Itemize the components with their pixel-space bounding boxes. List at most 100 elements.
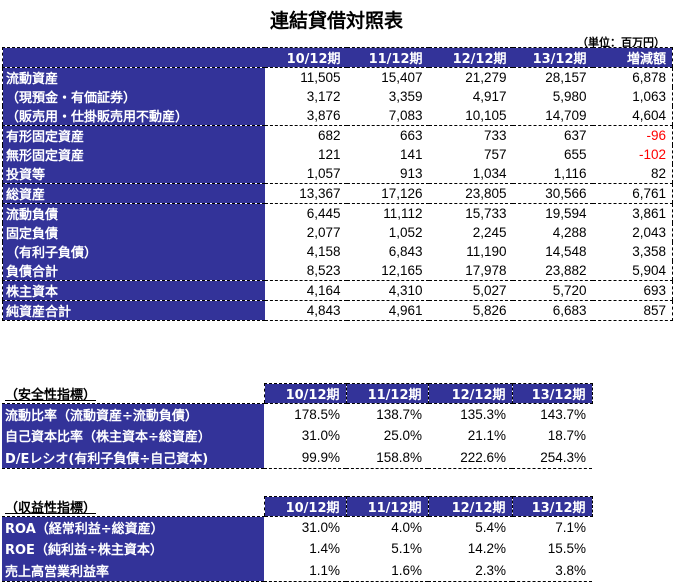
header-row: （安全性指標） 10/12期 11/12期 12/12期 13/12期 [2,383,593,404]
value-cell: 21.1% [467,428,506,444]
profitability-indicators-table: （収益性指標） 10/12期 11/12期 12/12期 13/12期 ROA（経常利益… [2,496,593,582]
value-cell: 14,548 [545,244,587,259]
value-cell: 14.2% [467,541,506,557]
value-cell: 2,043 [632,225,666,240]
column-header: 12/12期 [427,383,513,404]
row-label: D/Eレシオ(有利子負債÷自己資本) [2,446,264,469]
value-cell: 6,445 [264,203,347,223]
value-cell: 1,052 [388,225,423,240]
value-cell: 30,566 [512,183,593,204]
value-cell: 141 [399,147,423,162]
value-cell: -102 [638,147,666,162]
table-row: 有形固定資産 682 663 733 637 -96 [2,125,673,145]
column-header: 11/12期 [345,496,429,517]
value-cell: 19,594 [512,203,593,223]
value-cell: 178.5% [294,407,340,422]
column-header: 増減額 [592,47,673,68]
value-cell: 3,172 [306,89,341,104]
table-row: 総資産 13,367 17,126 23,805 30,566 6,761 [2,183,673,204]
value-cell: 25.0% [383,428,422,444]
column-header: 12/12期 [427,496,513,517]
value-cell: 6,761 [592,183,673,204]
value-cell: 5,980 [552,89,587,104]
table-row: （現預金・有価証券） 3,172 3,359 4,917 5,980 1,063 [2,87,673,106]
value-cell: 2.3% [428,559,512,582]
row-label: （現預金・有価証券） [2,87,265,106]
value-cell: 682 [264,125,347,145]
value-cell: 637 [512,125,593,145]
value-cell: 5.4% [475,520,506,535]
value-cell: 4,288 [552,225,587,240]
table-row: （販売用・仕掛販売用不動産） 3,876 7,083 10,105 14,709 4,60… [2,106,673,126]
column-header: 13/12期 [511,383,593,404]
value-cell: 3,861 [592,203,673,223]
value-cell: 693 [592,280,673,301]
value-cell: 4,310 [346,280,429,301]
column-header: 13/12期 [511,496,593,517]
value-cell: 4,843 [264,300,347,321]
value-cell: 138.7% [376,407,422,422]
value-cell: 7.1% [555,520,586,535]
value-cell: 11,190 [466,244,507,259]
value-cell: 21,279 [465,70,507,85]
value-cell: 6,683 [512,300,593,321]
value-cell: 11,505 [300,70,341,85]
table-row: 流動負債 6,445 11,112 15,733 19,594 3,861 [2,203,673,223]
value-cell: 8,523 [306,263,341,278]
value-cell: 14,709 [545,108,587,123]
table-row: 株主資本 4,164 4,310 5,027 5,720 693 [2,280,673,301]
row-label: ROE（純利益÷株主資本） [2,538,264,560]
table-row: 自己資本比率（株主資本÷総資産） 31.0% 25.0% 21.1% 18.7% [2,425,592,447]
value-cell: 857 [592,300,673,321]
value-cell: 4,164 [264,280,347,301]
value-cell: 4.0% [391,520,422,535]
value-cell: 143.7% [540,407,586,422]
row-label: ROA（経常利益÷総資産） [2,516,264,538]
value-cell: 6,843 [388,244,423,259]
row-label: 流動負債 [2,203,265,223]
value-cell: 913 [399,166,423,181]
value-cell: 5.1% [391,541,422,557]
table-caption: （収益性指標） [2,496,264,517]
value-cell: 121 [317,147,341,162]
value-cell: 757 [483,147,507,162]
value-cell: 2,245 [472,225,507,240]
value-cell: 3,359 [388,89,423,104]
value-cell: 655 [563,147,587,162]
header-row: 10/12期 11/12期 12/12期 13/12期 増減額 [2,47,673,68]
table-row: 固定負債 2,077 1,052 2,245 4,288 2,043 [2,223,673,242]
page-title: 連結貸借対照表 [269,10,403,32]
value-cell: 6,878 [632,70,666,85]
value-cell: 1,063 [632,89,666,104]
value-cell: 254.3% [512,446,592,469]
value-cell: 12,165 [381,263,423,278]
value-cell: 15.5% [547,541,586,557]
row-label: 固定負債 [2,223,265,242]
row-label: 投資等 [2,164,265,184]
safety-indicators-table: （安全性指標） 10/12期 11/12期 12/12期 13/12期 流動比率（流動資… [2,383,593,469]
value-cell: 23,882 [545,263,587,278]
value-cell: 17,126 [346,183,429,204]
column-header: 13/12期 [512,47,593,68]
value-cell: 4,917 [472,89,507,104]
value-cell: 15,407 [381,70,423,85]
table-row: 投資等 1,057 913 1,034 1,116 82 [2,164,673,184]
header-row: （収益性指標） 10/12期 11/12期 12/12期 13/12期 [2,496,593,517]
row-label: 株主資本 [2,280,265,301]
table-row: 流動資産 11,505 15,407 21,279 28,157 6,878 [2,67,673,87]
table-row: 流動比率（流動資産÷流動負債） 178.5% 138.7% 135.3% 143.7% [2,403,592,425]
value-cell: 11,112 [346,203,429,223]
table-row: （有利子負債） 4,158 6,843 11,190 14,548 3,358 [2,242,673,261]
table-row: ROE（純利益÷株主資本） 1.4% 5.1% 14.2% 15.5% [2,538,592,560]
value-cell: 82 [650,166,666,181]
column-header: 11/12期 [345,383,429,404]
value-cell: 4,158 [306,244,341,259]
table-row: 負債合計 8,523 12,165 17,978 23,882 5,904 [2,261,673,281]
value-cell: 1,057 [306,166,341,181]
value-cell: 1,116 [553,166,587,181]
value-cell: 5,027 [428,280,513,301]
value-cell: 3.8% [512,559,592,582]
value-cell: 733 [428,125,513,145]
table-row: D/Eレシオ(有利子負債÷自己資本) 99.9% 158.8% 222.6% 254.3… [2,446,592,469]
value-cell: 7,083 [388,108,423,123]
